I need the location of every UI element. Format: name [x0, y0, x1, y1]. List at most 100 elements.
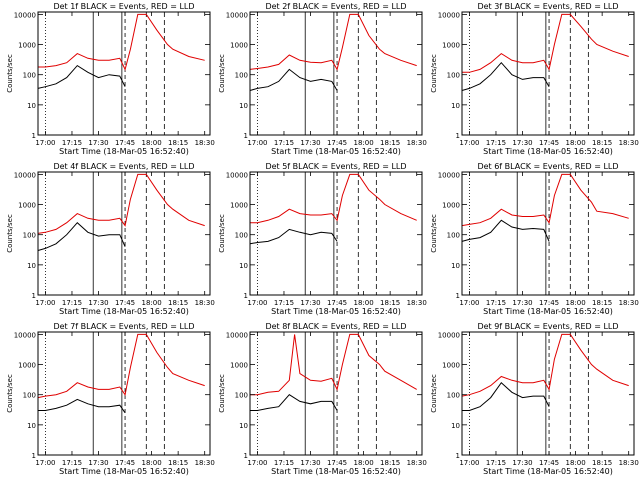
- plot-frame: [249, 331, 423, 456]
- x-tick-label: 17:15: [486, 139, 506, 147]
- y-tick-label: 100: [23, 232, 36, 240]
- panel-title: Det 8f BLACK = Events, RED = LLD: [265, 322, 406, 331]
- panel-title: Det 6f BLACK = Events, RED = LLD: [477, 162, 618, 171]
- y-tick-label: 10: [239, 262, 248, 270]
- y-tick-label: 100: [23, 392, 36, 400]
- panel-title: Det 5f BLACK = Events, RED = LLD: [265, 162, 406, 171]
- plot-frame: [249, 11, 423, 136]
- x-tick-label: 17:00: [247, 299, 267, 307]
- x-axis-label: Start Time (18-Mar-05 16:52:40): [271, 147, 401, 156]
- y-tick-label: 10000: [226, 11, 248, 19]
- x-tick-label: 17:45: [539, 139, 559, 147]
- y-tick-label: 10000: [438, 11, 460, 19]
- y-axis-label: Counts/sec: [430, 374, 438, 413]
- y-tick-label: 10000: [438, 171, 460, 179]
- x-axis-label: Start Time (18-Mar-05 16:52:40): [59, 147, 189, 156]
- y-tick-label: 1: [244, 292, 248, 300]
- panel-det-9: Det 9f BLACK = Events, RED = LLD 1 10 100 10…: [430, 322, 639, 476]
- x-tick-label: 18:30: [195, 299, 215, 307]
- y-axis-label: Counts/sec: [218, 54, 226, 93]
- y-tick-label: 1000: [18, 362, 36, 370]
- x-tick-label: 18:00: [566, 299, 586, 307]
- x-tick-label: 18:30: [407, 459, 427, 467]
- y-tick-label: 100: [447, 232, 460, 240]
- x-tick-label: 17:45: [539, 459, 559, 467]
- series-line-events: [250, 394, 338, 411]
- x-tick-label: 18:30: [407, 299, 427, 307]
- y-tick-label: 1000: [230, 42, 248, 50]
- x-axis-label: Start Time (18-Mar-05 16:52:40): [271, 467, 401, 476]
- series-line-lld: [250, 173, 417, 224]
- x-tick-label: 17:30: [512, 139, 532, 147]
- y-axis-label: Counts/sec: [218, 214, 226, 253]
- x-tick-label: 18:15: [380, 459, 400, 467]
- plot-frame: [461, 171, 635, 296]
- series-line-events: [37, 64, 126, 89]
- plot-frame: [37, 11, 211, 136]
- panel-title: Det 3f BLACK = Events, RED = LLD: [477, 2, 618, 11]
- y-axis-label: Counts/sec: [6, 54, 14, 93]
- panel-title: Det 2f BLACK = Events, RED = LLD: [265, 2, 406, 11]
- x-tick-label: 18:15: [592, 139, 612, 147]
- x-tick-label: 18:30: [619, 299, 639, 307]
- x-tick-label: 18:00: [354, 299, 374, 307]
- x-tick-label: 17:15: [274, 299, 294, 307]
- y-tick-label: 100: [447, 72, 460, 80]
- x-tick-label: 18:15: [168, 459, 188, 467]
- x-axis-label: Start Time (18-Mar-05 16:52:40): [59, 467, 189, 476]
- y-tick-label: 1: [32, 292, 36, 300]
- x-tick-label: 17:00: [459, 139, 479, 147]
- y-tick-label: 1: [456, 292, 460, 300]
- y-tick-label: 1000: [442, 362, 460, 370]
- x-tick-label: 18:30: [619, 459, 639, 467]
- y-axis-label: Counts/sec: [218, 374, 226, 413]
- panel-title: Det 4f BLACK = Events, RED = LLD: [53, 162, 194, 171]
- y-tick-label: 10: [239, 102, 248, 110]
- x-axis-label: Start Time (18-Mar-05 16:52:40): [59, 307, 189, 316]
- x-tick-label: 18:15: [168, 299, 188, 307]
- x-axis-label: Start Time (18-Mar-05 16:52:40): [483, 467, 613, 476]
- x-tick-label: 18:00: [566, 459, 586, 467]
- y-tick-label: 100: [235, 392, 248, 400]
- x-tick-label: 17:45: [115, 139, 135, 147]
- panel-det-5: Det 5f BLACK = Events, RED = LLD 1 10 100 10…: [218, 162, 427, 316]
- x-tick-label: 17:00: [35, 139, 55, 147]
- x-axis-label: Start Time (18-Mar-05 16:52:40): [271, 307, 401, 316]
- series-line-lld: [461, 333, 629, 397]
- x-tick-label: 17:00: [247, 459, 267, 467]
- y-axis-label: Counts/sec: [430, 214, 438, 253]
- x-tick-label: 17:15: [62, 139, 82, 147]
- x-tick-label: 17:30: [300, 459, 320, 467]
- x-tick-label: 18:15: [592, 459, 612, 467]
- x-tick-label: 17:15: [486, 459, 506, 467]
- plot-frame: [249, 171, 423, 296]
- y-tick-label: 10000: [14, 171, 36, 179]
- y-tick-label: 10000: [14, 331, 36, 339]
- series-line-lld: [37, 173, 205, 234]
- x-tick-label: 18:15: [592, 299, 612, 307]
- x-tick-label: 17:45: [327, 299, 347, 307]
- x-tick-label: 18:30: [195, 139, 215, 147]
- x-tick-label: 18:30: [407, 139, 427, 147]
- panel-det-3: Det 3f BLACK = Events, RED = LLD 1 10 100 10…: [430, 2, 639, 156]
- y-tick-label: 1: [244, 132, 248, 140]
- y-tick-label: 1000: [18, 42, 36, 50]
- panel-det-6: Det 6f BLACK = Events, RED = LLD 1 10 100 10…: [430, 162, 639, 316]
- x-tick-label: 17:15: [274, 139, 294, 147]
- y-tick-label: 100: [235, 72, 248, 80]
- x-tick-label: 17:30: [88, 459, 108, 467]
- y-tick-label: 1: [244, 452, 248, 460]
- x-tick-label: 17:15: [274, 459, 294, 467]
- plot-frame: [37, 331, 211, 456]
- x-tick-label: 17:30: [300, 139, 320, 147]
- x-tick-label: 17:15: [62, 299, 82, 307]
- plot-frame: [461, 331, 635, 456]
- y-tick-label: 1: [456, 452, 460, 460]
- x-tick-label: 18:00: [142, 299, 162, 307]
- y-tick-label: 100: [447, 392, 460, 400]
- panel-title: Det 9f BLACK = Events, RED = LLD: [477, 322, 618, 331]
- y-tick-label: 1000: [442, 202, 460, 210]
- y-axis-label: Counts/sec: [6, 214, 14, 253]
- series-line-events: [462, 381, 550, 411]
